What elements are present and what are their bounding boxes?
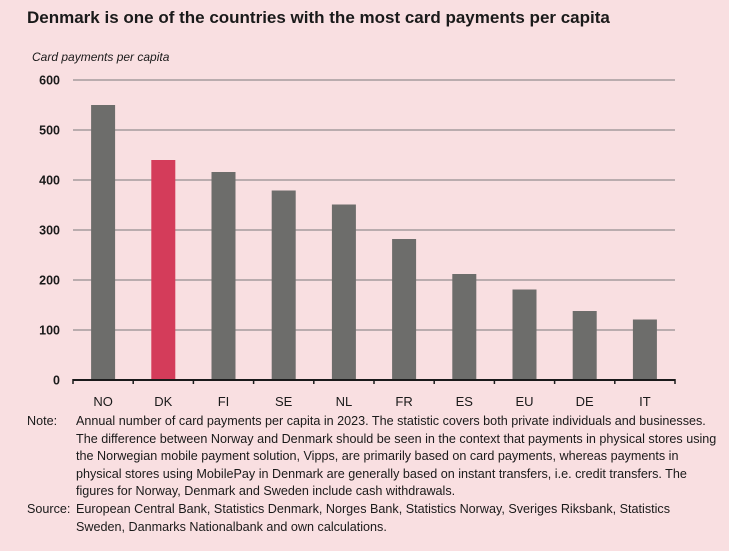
note-label: Note: — [27, 414, 58, 428]
x-tick-labels: NO DK FI SE NL FR ES EU DE IT — [93, 394, 650, 409]
x-tick-label: DE — [576, 394, 594, 409]
y-tick-label: 200 — [39, 274, 60, 288]
bars — [91, 105, 657, 380]
bar-it — [632, 319, 657, 380]
bar-se — [271, 190, 296, 380]
bar-fr — [392, 239, 417, 380]
chart-title: Denmark is one of the countries with the… — [27, 8, 610, 27]
x-tick-label: NL — [336, 394, 353, 409]
x-tick-label: DK — [154, 394, 172, 409]
note-text: Annual number of card payments per capit… — [76, 414, 717, 499]
bar-dk — [151, 160, 176, 380]
bar-es — [452, 274, 477, 380]
note-row: Note: Annual number of card payments per… — [27, 413, 717, 501]
bar-chart: 0 100 200 300 400 500 600 NO DK FI SE NL FR ES EU DE IT — [39, 74, 676, 409]
bar-eu — [512, 289, 537, 380]
source-label: Source: — [27, 501, 71, 516]
x-tick-label: IT — [639, 394, 651, 409]
y-tick-label: 100 — [39, 324, 60, 338]
x-tick-label: SE — [275, 394, 293, 409]
bar-fi — [211, 172, 236, 380]
y-tick-label: 400 — [39, 174, 60, 188]
x-tick-label: FI — [218, 394, 230, 409]
x-tick-label: ES — [456, 394, 474, 409]
y-tick-label: 600 — [39, 74, 60, 88]
y-tick-label: 300 — [39, 224, 60, 238]
x-axis — [72, 379, 676, 384]
x-tick-label: NO — [93, 394, 113, 409]
source-text: European Central Bank, Statistics Denmar… — [76, 501, 671, 534]
y-axis-label: Card payments per capita — [32, 50, 170, 64]
bar-no — [91, 105, 116, 380]
source-row: Source: European Central Bank, Statistic… — [27, 501, 717, 536]
x-tick-label: EU — [515, 394, 533, 409]
y-tick-label: 0 — [53, 374, 60, 388]
y-tick-label: 500 — [39, 124, 60, 138]
y-tick-labels: 0 100 200 300 400 500 600 — [39, 74, 60, 388]
chart-notes: Note: Annual number of card payments per… — [27, 413, 717, 536]
x-tick-label: FR — [395, 394, 412, 409]
bar-de — [572, 311, 597, 380]
bar-nl — [331, 204, 356, 380]
